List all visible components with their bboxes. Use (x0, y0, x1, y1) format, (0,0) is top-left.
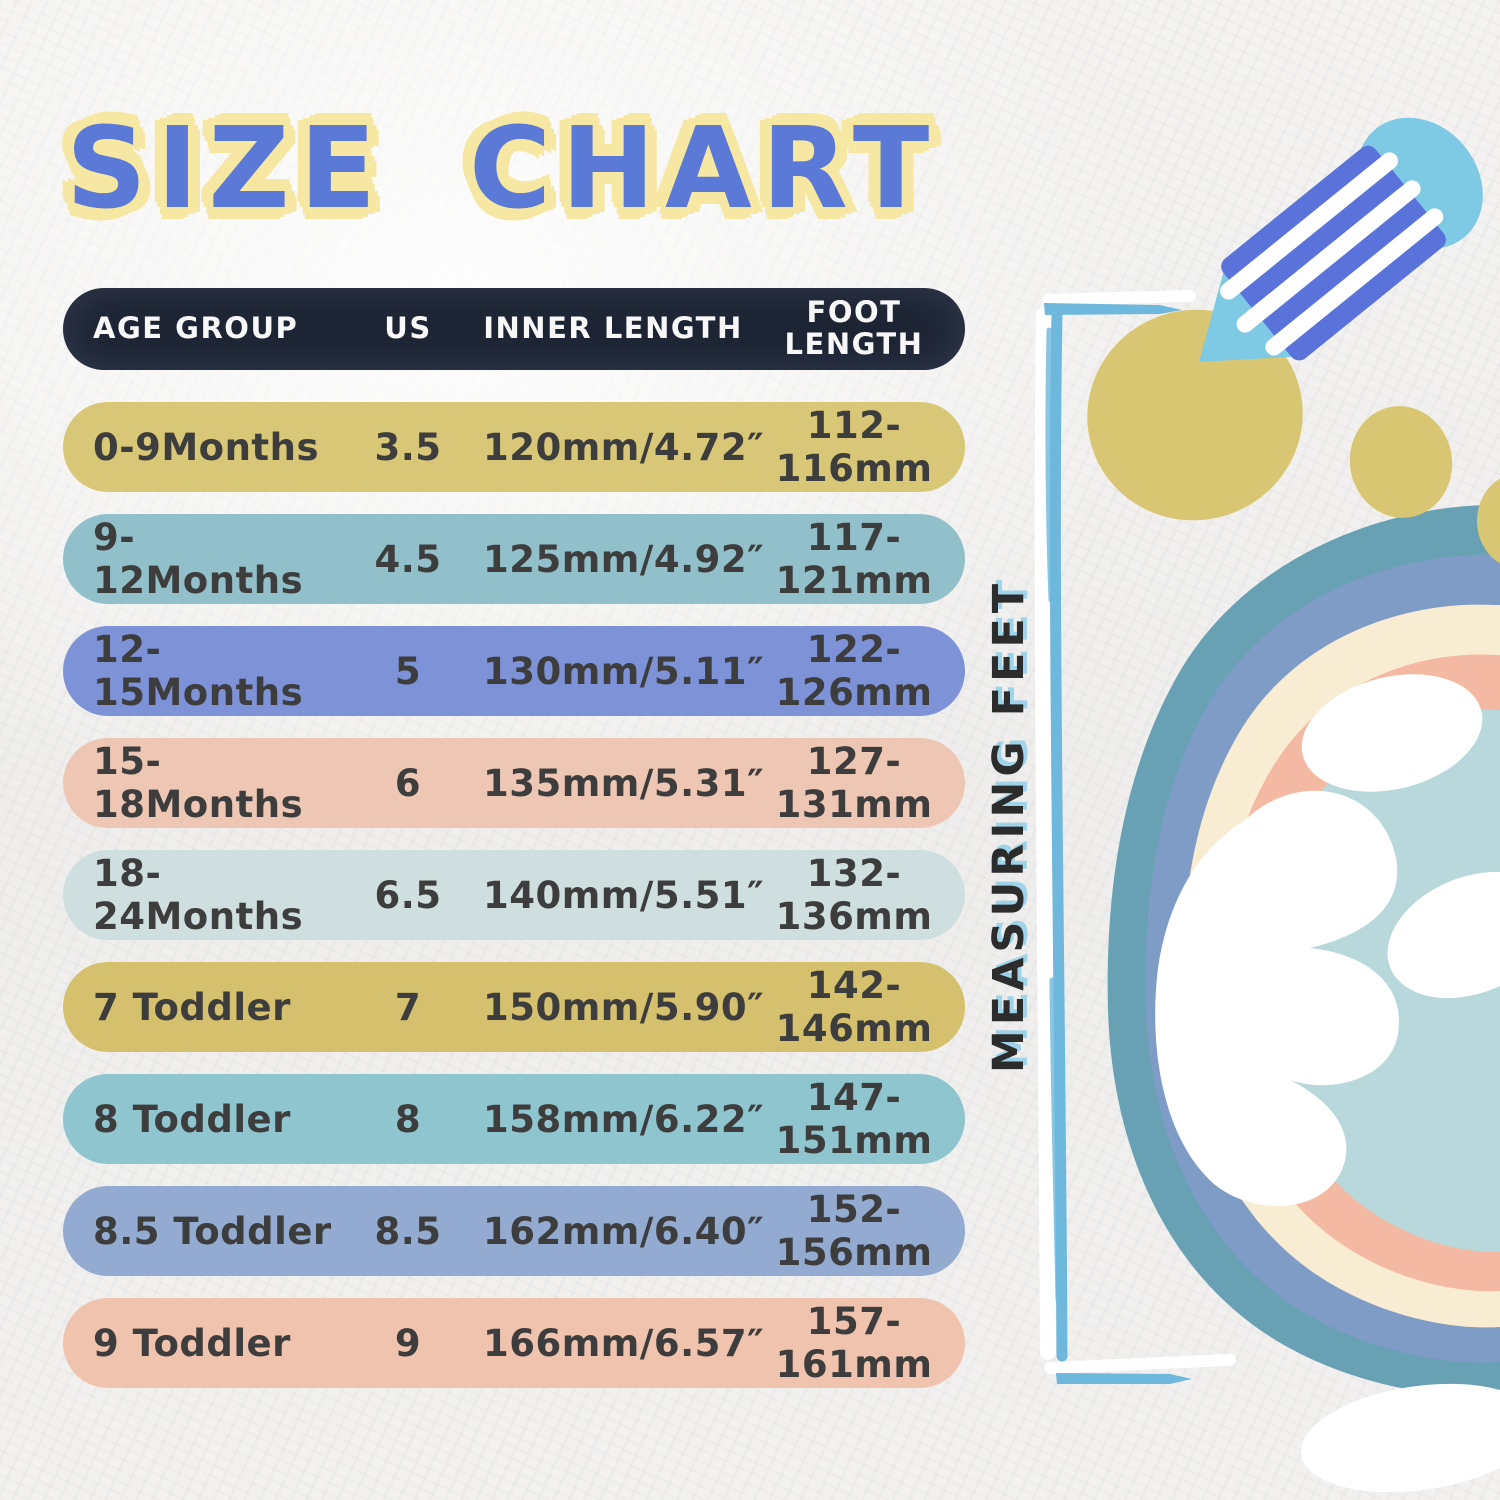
cell-us-size: 4.5 (374, 537, 442, 581)
cell-us-size: 8 (394, 1097, 422, 1141)
size-table: AGE GROUP US INNER LENGTH FOOT LENGTH 0-… (63, 288, 965, 1388)
cell-age-group: 0-9Months (93, 425, 319, 469)
header-inner-length: INNER LENGTH (483, 311, 743, 346)
cell-inner-length: 150mm/5.90″ (483, 985, 765, 1029)
table-row: 8.5 Toddler 8.5 162mm/6.40″ 152-156mm (63, 1186, 965, 1276)
cell-foot-length: 117-121mm (775, 516, 933, 602)
cell-foot-length: 157-161mm (775, 1300, 933, 1386)
cell-age-group: 8 Toddler (93, 1097, 291, 1141)
cell-us-size: 7 (394, 985, 422, 1029)
cell-foot-length: 127-131mm (775, 740, 933, 826)
table-row: 8 Toddler 8 158mm/6.22″ 147-151mm (63, 1074, 965, 1164)
table-header-row: AGE GROUP US INNER LENGTH FOOT LENGTH (63, 288, 965, 370)
cell-us-size: 6.5 (374, 873, 442, 917)
cell-foot-length: 132-136mm (775, 852, 933, 938)
cell-foot-length: 147-151mm (775, 1076, 933, 1162)
cell-age-group: 9 Toddler (93, 1321, 291, 1365)
table-row: 0-9Months 3.5 120mm/4.72″ 112-116mm (63, 402, 965, 492)
cell-inner-length: 140mm/5.51″ (483, 873, 765, 917)
table-row: 9 Toddler 9 166mm/6.57″ 157-161mm (63, 1298, 965, 1388)
cell-inner-length: 158mm/6.22″ (483, 1097, 765, 1141)
table-row: 18-24Months 6.5 140mm/5.51″ 132-136mm (63, 850, 965, 940)
cell-foot-length: 122-126mm (775, 628, 933, 714)
cell-foot-length: 112-116mm (775, 404, 933, 490)
cell-us-size: 9 (394, 1321, 422, 1365)
cell-us-size: 5 (394, 649, 422, 693)
cell-age-group: 12-15Months (93, 628, 304, 714)
cell-inner-length: 162mm/6.40″ (483, 1209, 765, 1253)
cell-inner-length: 166mm/6.57″ (483, 1321, 765, 1365)
header-foot-length: FOOT LENGTH (784, 295, 924, 361)
header-age-group: AGE GROUP (93, 311, 299, 346)
cell-age-group: 15-18Months (93, 740, 304, 826)
pencil-icon (1199, 117, 1483, 362)
baby-footprint-icon (1087, 309, 1500, 1493)
cell-age-group: 8.5 Toddler (93, 1209, 332, 1253)
cell-inner-length: 130mm/5.11″ (483, 649, 765, 693)
cell-inner-length: 125mm/4.92″ (483, 537, 765, 581)
table-row: 9-12Months 4.5 125mm/4.92″ 117-121mm (63, 514, 965, 604)
cell-us-size: 3.5 (374, 425, 442, 469)
table-row: 7 Toddler 7 150mm/5.90″ 142-146mm (63, 962, 965, 1052)
page-title: SIZE CHART (66, 104, 940, 234)
cell-inner-length: 120mm/4.72″ (483, 425, 765, 469)
size-table-rows: 0-9Months 3.5 120mm/4.72″ 112-116mm 9-12Mont… (63, 402, 965, 1388)
cell-age-group: 9-12Months (93, 516, 304, 602)
measure-bracket-icon (1034, 290, 1236, 1384)
cell-us-size: 8.5 (374, 1209, 442, 1253)
cell-age-group: 7 Toddler (93, 985, 291, 1029)
table-row: 15-18Months 6 135mm/5.31″ 127-131mm (63, 738, 965, 828)
cell-foot-length: 152-156mm (775, 1188, 933, 1274)
cell-foot-length: 142-146mm (775, 964, 933, 1050)
header-us: US (384, 311, 432, 346)
cell-us-size: 6 (394, 761, 422, 805)
cell-inner-length: 135mm/5.31″ (483, 761, 765, 805)
table-row: 12-15Months 5 130mm/5.11″ 122-126mm (63, 626, 965, 716)
cell-age-group: 18-24Months (93, 852, 304, 938)
